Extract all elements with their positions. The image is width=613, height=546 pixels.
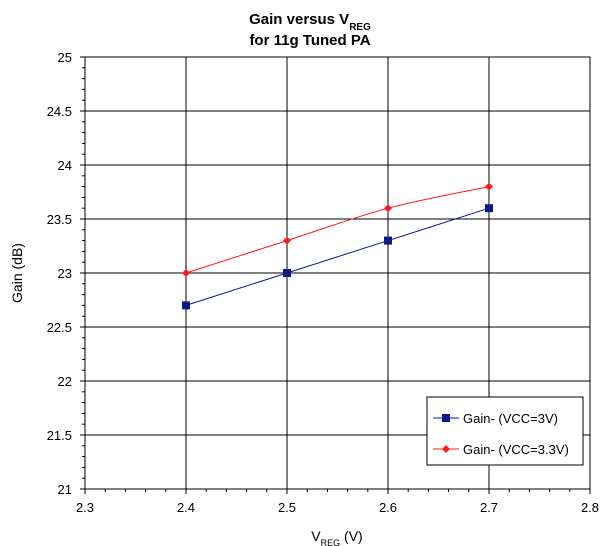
y-tick-label: 21.5 [47,428,72,443]
x-tick-label: 2.3 [76,500,94,515]
series-line [185,207,490,306]
legend-box [426,396,584,466]
data-point-diamond [182,269,190,277]
y-tick-label: 23.5 [47,212,72,227]
y-tick-labels: 21 21.5 22 22.5 23 23.5 24 24.5 25 [47,50,72,497]
chart-title-line2: for 11g Tuned PA [249,32,370,49]
chart-title-line1: Gain versus VREG [249,11,371,33]
data-point-diamond [442,445,450,453]
y-axis-title: Gain (dB) [9,243,25,303]
chart-title-main: Gain versus V [249,11,349,28]
data-point-square [283,269,291,277]
y-tick-label: 25 [58,50,72,65]
legend-entry-label: Gain- (VCC=3V) [463,411,558,426]
x-axis-title: VREG (V) [311,528,362,546]
chart-title-subscript: REG [349,22,371,33]
x-tick-label: 2.8 [581,500,599,515]
data-point-diamond [283,236,291,245]
x-axis-title-subscript: REG [321,538,341,546]
data-point-square [182,301,190,310]
data-point-diamond [384,204,392,213]
x-tick-label: 2.6 [379,500,397,515]
series-layer [182,182,493,310]
data-point-square [384,236,392,245]
x-axis-title-main: V [311,528,321,544]
series-1 [182,204,493,310]
y-tick-label: 22.5 [47,320,72,335]
x-tick-label: 2.7 [480,500,498,515]
tick-marks [80,56,591,494]
x-tick-label: 2.5 [278,500,296,515]
series-line [185,186,490,274]
legend: Gain- (VCC=3V) Gain- (VCC=3.3V) [426,396,584,466]
x-axis-title-unit: (V) [340,528,363,544]
x-tick-labels: 2.3 2.4 2.5 2.6 2.7 2.8 [76,500,599,515]
y-tick-label: 24.5 [47,104,72,119]
data-point-square [485,204,493,213]
data-point-square [442,414,450,422]
series-2 [182,182,493,277]
data-point-diamond [485,182,493,191]
y-tick-label: 23 [58,266,72,281]
y-tick-label: 21 [58,482,72,497]
x-tick-label: 2.4 [177,500,195,515]
y-tick-label: 24 [58,158,72,173]
y-tick-label: 22 [58,374,72,389]
legend-entry-label: Gain- (VCC=3.3V) [463,442,569,457]
